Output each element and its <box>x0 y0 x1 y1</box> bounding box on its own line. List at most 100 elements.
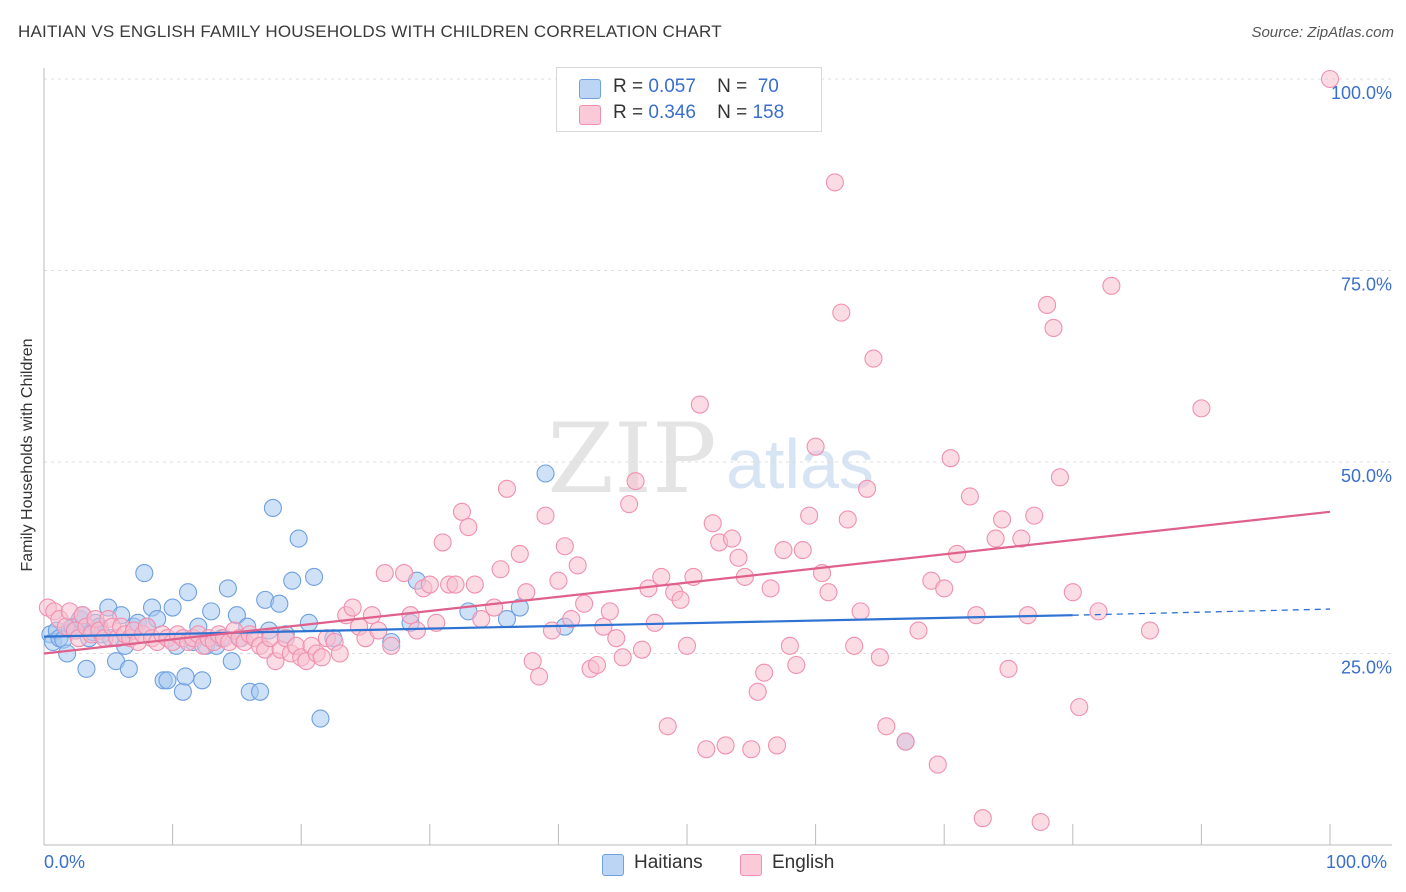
english-point <box>620 495 639 514</box>
n-value: 158 <box>752 102 785 123</box>
haitians-point <box>283 571 302 590</box>
english-swatch <box>579 105 601 125</box>
english-point <box>935 579 954 598</box>
haitians-point <box>263 498 282 518</box>
y-tick-label: 25.0% <box>1341 658 1392 678</box>
n-label: N = <box>717 76 748 97</box>
english-point <box>395 564 414 583</box>
english-point <box>767 736 787 755</box>
english-point <box>446 575 465 594</box>
haitians-point <box>119 659 138 678</box>
english-point <box>517 583 536 602</box>
english-point <box>632 640 652 659</box>
english-point <box>716 736 735 755</box>
english-point <box>800 506 819 525</box>
english-point <box>362 606 381 625</box>
english-point <box>536 506 555 525</box>
r-value: 0.346 <box>648 102 696 123</box>
haitians-point <box>58 644 77 663</box>
english-point <box>896 732 915 751</box>
watermark-atlas: atlas <box>726 425 874 503</box>
english-point <box>1050 468 1069 487</box>
english-point <box>1102 276 1121 295</box>
english-point <box>986 529 1005 548</box>
haitians-point <box>510 598 529 617</box>
haitians-point <box>176 667 195 686</box>
english-point <box>1320 69 1340 89</box>
english-point <box>575 594 594 613</box>
haitians-point <box>202 602 221 621</box>
haitians-swatch <box>579 79 601 99</box>
english-point <box>967 606 986 625</box>
english-point <box>845 636 864 655</box>
english-point <box>542 621 562 640</box>
haitians-legend-swatch <box>602 854 624 876</box>
english-point <box>1070 698 1089 717</box>
english-point <box>1031 812 1050 832</box>
english-point <box>497 479 517 498</box>
english-point <box>671 590 690 609</box>
english-point <box>806 437 825 456</box>
english-point <box>1140 621 1160 640</box>
english-point <box>928 755 947 774</box>
english-point <box>870 648 889 667</box>
english-point <box>510 544 529 563</box>
r-label: R = <box>613 76 644 97</box>
english-point <box>485 598 504 617</box>
english-legend-swatch <box>740 854 762 876</box>
english-point <box>382 636 401 655</box>
n-label: N = <box>717 102 748 123</box>
haitians-point <box>173 682 192 701</box>
english-point <box>697 740 716 759</box>
english-point <box>909 621 928 640</box>
english-point <box>793 541 812 560</box>
english-point <box>523 652 542 671</box>
source-credit: Source: ZipAtlas.com <box>1251 24 1394 41</box>
english-point <box>838 510 857 529</box>
english-point <box>312 648 331 667</box>
english-point <box>407 621 426 640</box>
english-point <box>1192 399 1211 418</box>
haitians-point <box>289 529 308 548</box>
english-point <box>433 533 452 552</box>
english-point <box>652 567 671 586</box>
legend-label-haitians: Haitians <box>634 852 703 873</box>
english-point <box>857 479 877 498</box>
haitians-point <box>218 579 237 598</box>
english-point <box>999 659 1018 678</box>
english-point <box>491 560 510 579</box>
english-point <box>530 667 549 686</box>
haitians-point <box>178 583 198 602</box>
english-point <box>1012 529 1031 548</box>
haitians-point <box>311 709 330 728</box>
x-tick-label-min: 0.0% <box>44 852 86 872</box>
haitians-point <box>250 682 270 701</box>
haitians-point <box>77 659 96 678</box>
english-point <box>851 602 870 621</box>
english-point <box>549 571 568 590</box>
english-point <box>941 449 960 468</box>
y-tick-label: 50.0% <box>1341 466 1392 486</box>
english-point <box>401 606 420 625</box>
haitians-point <box>135 564 154 583</box>
english-point <box>1025 506 1044 525</box>
haitians-trend-extension <box>1072 608 1331 616</box>
english-point <box>658 717 677 736</box>
haitians-point <box>270 594 289 613</box>
english-point <box>330 644 349 663</box>
english-point <box>993 510 1012 529</box>
english-point <box>787 655 806 675</box>
english-point <box>864 349 883 368</box>
english-point <box>562 609 581 629</box>
haitians-point <box>222 652 241 671</box>
english-point <box>703 514 722 533</box>
english-point <box>973 809 992 828</box>
r-label: R = <box>613 102 644 123</box>
bottom-legend: Haitians English <box>602 852 902 878</box>
english-point <box>420 575 439 594</box>
english-point <box>755 663 774 682</box>
english-point <box>427 613 446 632</box>
english-point <box>780 636 799 655</box>
english-point <box>742 740 761 759</box>
